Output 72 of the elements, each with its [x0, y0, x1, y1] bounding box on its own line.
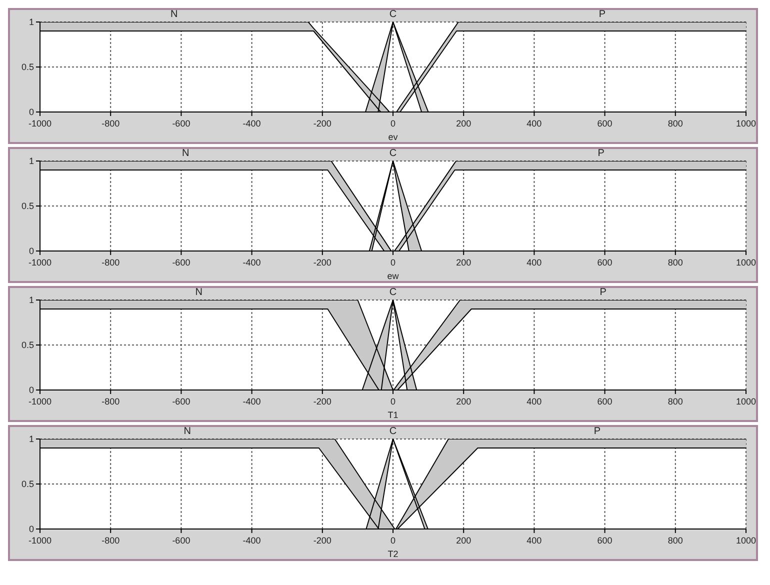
x-tick-label: -800: [102, 396, 120, 406]
x-tick-label: 600: [597, 257, 612, 268]
series-label: N: [182, 148, 190, 159]
y-tick-label: 0: [28, 385, 34, 396]
x-tick-label: 1000: [736, 257, 756, 268]
series-label: P: [598, 148, 605, 159]
x-tick-label: 400: [526, 257, 542, 268]
x-tick-label: 400: [526, 396, 542, 406]
x-tick-label: -1000: [28, 396, 52, 406]
y-tick-label: 0.5: [21, 201, 34, 212]
x-tick-label: -1000: [28, 535, 52, 546]
x-axis-title: ew: [387, 271, 400, 281]
y-tick-label: 0.5: [21, 62, 34, 72]
x-tick-label: 800: [668, 257, 683, 268]
x-tick-label: 800: [668, 396, 683, 406]
x-axis-title: ev: [388, 132, 398, 142]
x-tick-label: -200: [313, 535, 332, 546]
x-tick-label: -400: [242, 257, 261, 268]
x-tick-label: 200: [456, 118, 472, 128]
y-tick-label: 0: [28, 246, 34, 256]
y-tick-label: 0.5: [21, 479, 34, 490]
series-label: C: [389, 287, 397, 298]
x-tick-label: -1000: [28, 118, 52, 128]
x-tick-label: 800: [668, 535, 683, 546]
x-tick-label: -600: [172, 535, 190, 546]
x-tick-label: 600: [597, 535, 612, 546]
x-tick-label: -400: [242, 535, 261, 546]
x-tick-label: -800: [102, 257, 120, 268]
series-label: C: [389, 148, 397, 159]
x-tick-label: 1000: [736, 396, 756, 406]
series-label: C: [389, 9, 397, 20]
y-tick-label: 0: [28, 107, 34, 118]
x-tick-label: -200: [313, 257, 332, 268]
x-tick-label: 800: [668, 118, 683, 128]
x-tick-label: 400: [526, 118, 542, 128]
x-tick-label: -200: [313, 118, 332, 128]
y-tick-label: 1: [28, 434, 34, 444]
x-tick-label: -800: [102, 535, 120, 546]
x-tick-label: 600: [597, 118, 612, 128]
x-tick-label: -400: [242, 118, 261, 128]
x-tick-label: 0: [390, 535, 396, 546]
x-tick-label: 1000: [736, 535, 756, 546]
x-tick-label: 0: [390, 257, 396, 268]
x-tick-label: -600: [172, 257, 190, 268]
x-tick-label: -600: [172, 118, 190, 128]
x-tick-label: -800: [102, 118, 120, 128]
x-tick-label: 200: [456, 257, 472, 268]
x-tick-label: -1000: [28, 257, 52, 268]
x-tick-label: -600: [172, 396, 190, 406]
x-tick-label: -200: [313, 396, 332, 406]
series-label: N: [170, 9, 178, 20]
x-tick-label: 0: [390, 396, 396, 406]
x-axis-title: T1: [388, 410, 398, 420]
x-axis-title: T2: [388, 549, 398, 559]
x-tick-label: 1000: [736, 118, 756, 128]
series-label: P: [600, 287, 607, 298]
series-label: P: [598, 9, 606, 20]
y-tick-label: 0: [28, 524, 34, 534]
y-tick-label: 1: [28, 156, 34, 166]
x-tick-label: 0: [390, 118, 396, 128]
series-label: P: [594, 426, 601, 437]
x-tick-label: 400: [526, 535, 542, 546]
y-tick-label: 0.5: [21, 340, 34, 350]
x-tick-label: 600: [597, 396, 612, 406]
series-label: N: [195, 287, 202, 298]
x-tick-label: 200: [456, 396, 472, 406]
y-tick-label: 1: [28, 17, 34, 28]
series-label: N: [184, 426, 191, 437]
series-label: C: [389, 426, 397, 437]
x-tick-label: -400: [242, 396, 261, 406]
x-tick-label: 200: [456, 535, 472, 546]
y-tick-label: 1: [28, 295, 34, 306]
